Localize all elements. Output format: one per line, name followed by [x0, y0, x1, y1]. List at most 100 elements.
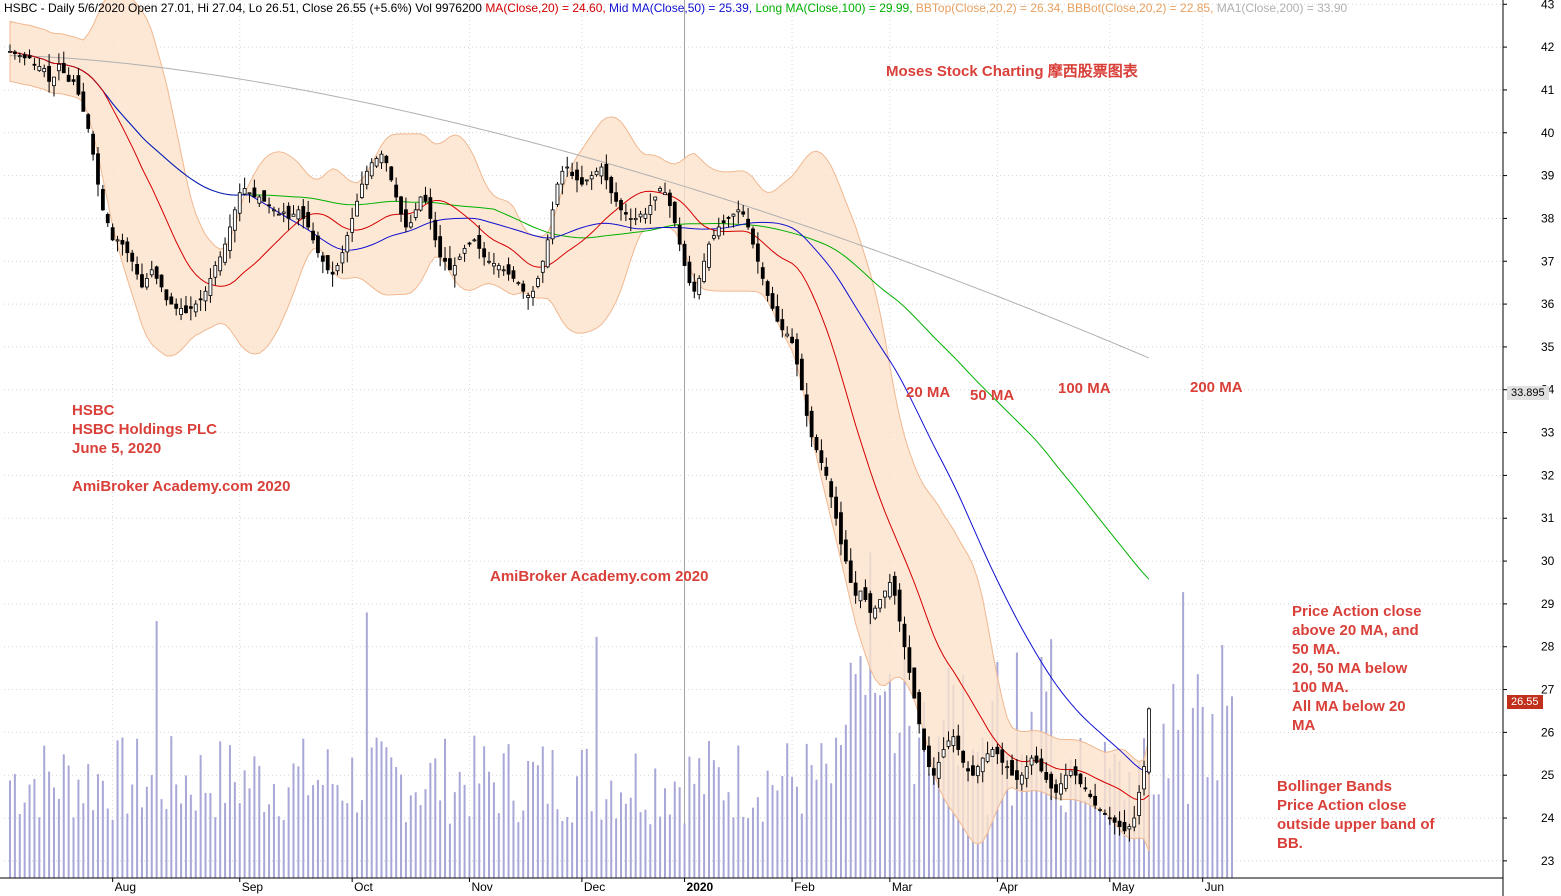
label-100ma: 100 MA: [1058, 380, 1111, 397]
candle-body: [643, 213, 648, 219]
candle-body: [819, 450, 824, 463]
candle-body: [364, 170, 369, 185]
candle-body: [1127, 826, 1132, 830]
candle-body: [971, 765, 975, 776]
candle-body: [467, 242, 472, 245]
close-price-box: 26.55: [1507, 695, 1543, 709]
candle-body: [1098, 809, 1102, 811]
candle-body: [408, 222, 413, 228]
candle-body: [438, 236, 443, 258]
candle-body: [369, 162, 374, 177]
candle-body: [399, 196, 403, 215]
candle-body: [1029, 757, 1034, 766]
candle-body: [203, 290, 208, 302]
candle-body: [452, 265, 457, 276]
header-bbtop: BBTop(Close,20,2) = 26.34,: [912, 1, 1064, 15]
candle-body: [1088, 793, 1093, 798]
candle-body: [384, 155, 389, 164]
candle-body: [8, 50, 12, 53]
candle-body: [144, 277, 149, 288]
x-tick-label: Mar: [892, 880, 913, 894]
y-tick-label: 27: [1541, 683, 1555, 697]
y-tick-label: 25: [1541, 768, 1555, 782]
candle-body: [350, 218, 355, 233]
candle-body: [462, 248, 467, 254]
candle-body: [12, 51, 17, 54]
candle-body: [560, 170, 565, 185]
candle-body: [990, 749, 995, 757]
note-line: 100 MA.: [1292, 679, 1349, 696]
info-company: HSBC Holdings PLC: [72, 421, 217, 438]
candle-body: [711, 235, 716, 239]
candle-body: [237, 192, 242, 214]
ma20-line: [9, 50, 1150, 801]
candle-body: [1093, 795, 1098, 806]
candle-body: [687, 261, 692, 284]
x-tick-label: Sep: [242, 880, 264, 894]
candle-body: [311, 230, 315, 241]
header-ma200: MA1(Close,200) = 33.90: [1213, 1, 1348, 15]
candle-body: [198, 298, 203, 301]
candle-body: [839, 512, 843, 545]
candle-body: [760, 267, 765, 279]
candle-body: [1044, 772, 1049, 780]
candle-body: [878, 599, 882, 609]
y-tick-label: 24: [1541, 811, 1555, 825]
candle-body: [379, 153, 384, 164]
y-tick-label: 42: [1541, 40, 1555, 54]
candle-body: [1063, 774, 1068, 789]
candle-body: [907, 647, 912, 673]
candle-body: [96, 153, 100, 185]
candle-body: [755, 243, 760, 262]
candle-body: [179, 307, 183, 315]
bollinger-band: [9, 0, 1150, 852]
candle-body: [956, 735, 961, 750]
header-prefix: HSBC - Daily 5/6/2020 Open 27.01, Hi 27.…: [4, 1, 486, 15]
candle-body: [164, 289, 169, 301]
candle-body: [809, 410, 814, 438]
candle-body: [37, 65, 42, 72]
note-line: outside upper band of: [1277, 816, 1435, 833]
candle-body: [638, 213, 643, 218]
candle-body: [912, 667, 917, 699]
candle-body: [975, 766, 980, 777]
candle-body: [428, 197, 433, 219]
candle-body: [834, 496, 838, 519]
candle-body: [995, 746, 1000, 755]
candle-body: [526, 295, 531, 299]
candle-body: [917, 692, 922, 725]
candle-body: [52, 76, 56, 87]
candle-body: [130, 252, 135, 262]
candle-body: [188, 306, 193, 309]
candle-body: [325, 255, 330, 271]
candle-body: [149, 269, 154, 276]
info-date: June 5, 2020: [72, 440, 162, 457]
y-tick-label: 43: [1541, 0, 1555, 11]
candle-body: [120, 239, 125, 245]
candle-body: [76, 75, 81, 95]
candle-body: [966, 768, 970, 772]
candle-body: [1068, 770, 1073, 776]
candle-body: [448, 258, 452, 271]
candle-body: [110, 227, 115, 241]
candle-body: [174, 303, 179, 309]
candle-body: [692, 281, 697, 292]
candle-body: [291, 213, 296, 217]
candle-body: [658, 188, 663, 192]
y-tick-label: 41: [1541, 83, 1555, 97]
candle-body: [272, 209, 276, 212]
candle-body: [672, 201, 677, 224]
y-tick-label: 29: [1541, 597, 1555, 611]
candle-body: [1078, 773, 1083, 785]
candle-body: [232, 209, 237, 231]
note-line: above 20 MA, and: [1292, 622, 1419, 639]
candle-body: [545, 239, 550, 268]
candle-body: [1034, 755, 1039, 763]
x-tick-label: Dec: [584, 880, 605, 894]
candle-body: [579, 177, 584, 185]
candle-body: [301, 206, 306, 219]
candle-body: [848, 560, 853, 583]
x-tick-label: Aug: [115, 880, 136, 894]
candle-body: [355, 200, 359, 217]
